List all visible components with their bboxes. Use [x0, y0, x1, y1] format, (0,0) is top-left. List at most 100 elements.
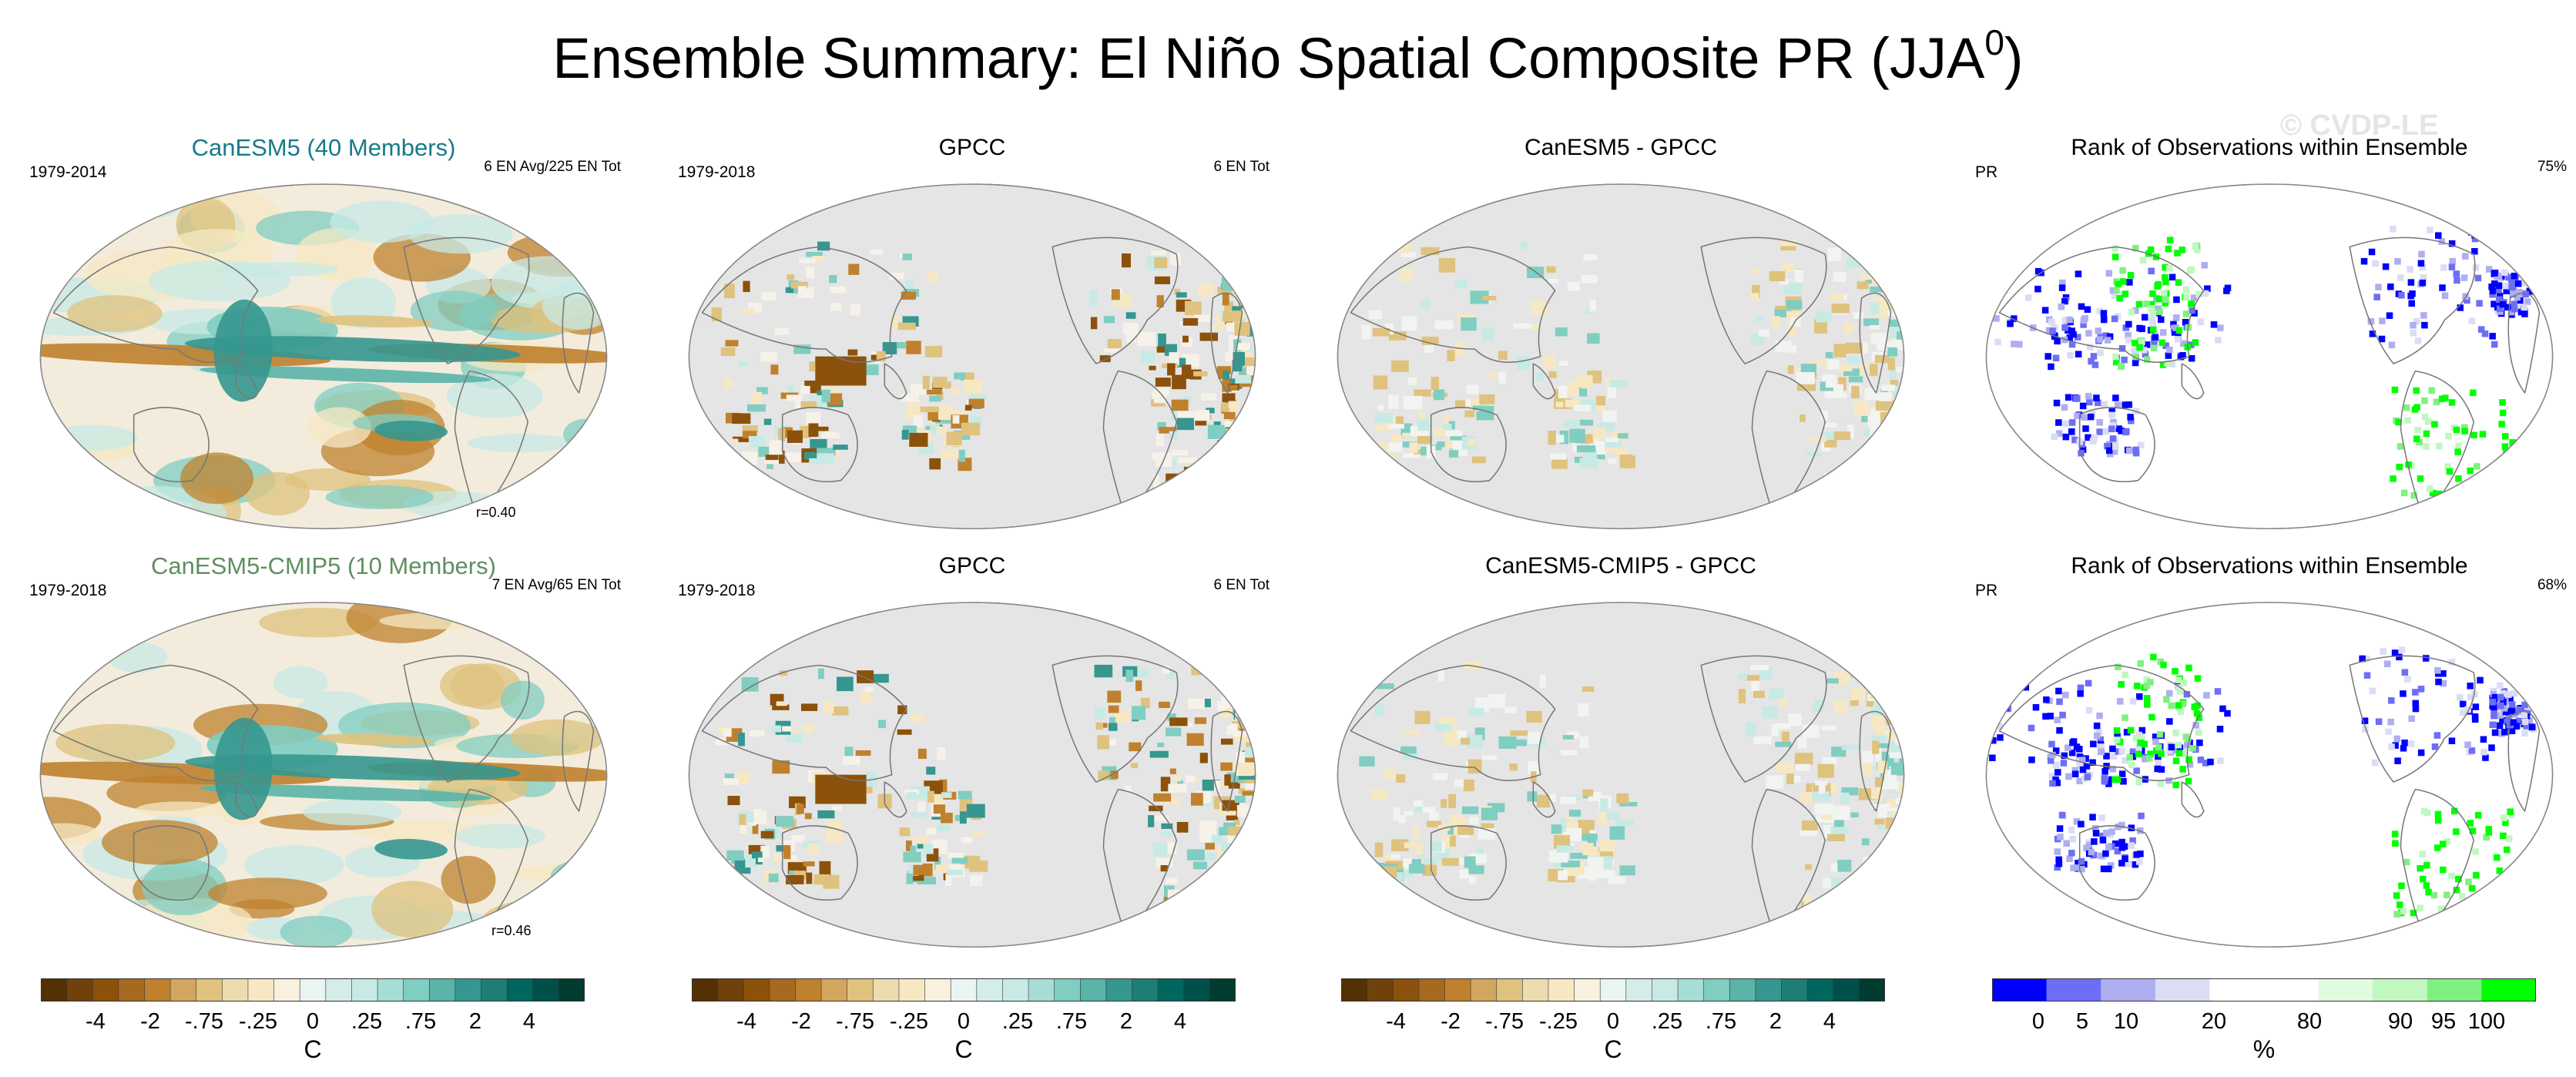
colorbar-swatches: [1992, 978, 2536, 1002]
field-cell: [1216, 366, 1232, 374]
rank-cell: [2182, 733, 2190, 740]
rank-cell: [2125, 337, 2132, 344]
field-cell: [1223, 310, 1242, 322]
colorbar-swatch: [325, 978, 353, 1002]
colorbar-tick-label: 80: [2296, 1009, 2323, 1034]
rank-cell: [2501, 705, 2508, 712]
field-cell: [1875, 400, 1894, 411]
rank-cell: [2002, 704, 2009, 711]
field-cell: [1877, 341, 1890, 351]
colorbar-unit: %: [2252, 1035, 2276, 1063]
field-cell: [1225, 879, 1235, 894]
field-cell: [1786, 300, 1803, 310]
rank-cell: [2011, 341, 2018, 347]
coastline-5: [1859, 710, 1892, 812]
rank-cell: [2162, 278, 2169, 286]
field-cell: [1560, 797, 1577, 804]
field-cell: [1572, 442, 1580, 452]
field-cell: [1442, 845, 1451, 858]
rank-cell: [2079, 446, 2087, 453]
field-cell: [1516, 356, 1531, 371]
rank-cell: [2158, 766, 2165, 773]
field-cell: [1857, 470, 1873, 480]
field-cell: [1776, 762, 1794, 773]
field-cell: [1514, 739, 1528, 747]
rank-cell: [2392, 742, 2399, 749]
field-cell: [1811, 907, 1829, 920]
field-cell: [941, 792, 952, 798]
rank-cell: [2062, 420, 2070, 428]
field-cell: [891, 315, 900, 330]
rank-cell: [2154, 765, 2161, 773]
rank-cell: [2484, 932, 2492, 939]
coastline-3: [403, 655, 530, 783]
field-cell: [1173, 480, 1189, 490]
panel-right-label: 68%: [2537, 577, 2567, 593]
field-cell: [1461, 737, 1471, 745]
field-blob: [162, 229, 274, 273]
field-cell: [1481, 807, 1498, 820]
rank-cell: [2470, 389, 2477, 397]
field-cell: [941, 812, 953, 824]
field-cell: [1567, 282, 1580, 291]
rank-cell: [2096, 428, 2103, 435]
field-cell: [917, 748, 927, 760]
field-cell: [1213, 658, 1224, 664]
field-cell: [1813, 319, 1828, 334]
field-blob: [408, 214, 513, 254]
coastline-3: [2349, 655, 2476, 783]
rank-cell: [2152, 733, 2159, 740]
rank-cell: [2011, 315, 2018, 322]
rank-cell: [2467, 467, 2474, 475]
rank-cell: [2042, 713, 2049, 720]
rank-cell: [2410, 492, 2417, 499]
rank-cell: [2073, 743, 2081, 750]
rank-cell: [2102, 332, 2109, 339]
rank-cell: [2125, 861, 2132, 867]
field-cell: [830, 286, 847, 294]
field-cell: [776, 845, 790, 852]
field-cell: [1132, 706, 1146, 720]
rank-cell: [2164, 360, 2171, 367]
rank-cell: [2176, 687, 2184, 695]
rank-cell: [2383, 660, 2391, 668]
colorbar-tick-label: .25: [351, 1009, 383, 1034]
colorbar-swatch: [1367, 978, 1394, 1002]
rank-cell: [2085, 706, 2093, 714]
field-cell: [743, 280, 750, 293]
field-cell: [779, 670, 788, 676]
field-cell: [1468, 875, 1477, 884]
field-cell: [1225, 475, 1234, 481]
map-field: [40, 186, 607, 529]
field-cell: [1831, 877, 1848, 888]
field-cell: [1111, 289, 1120, 300]
field-cell: [1830, 827, 1850, 834]
rank-cell: [2455, 875, 2462, 883]
rank-cell: [2495, 282, 2503, 289]
field-cell: [1461, 806, 1479, 814]
field-blob: [303, 799, 402, 826]
field-cell: [1414, 389, 1431, 397]
colorbar-swatch: [1157, 978, 1185, 1002]
field-cell: [1878, 665, 1886, 672]
rank-cell: [2489, 721, 2496, 729]
rank-cell: [2410, 330, 2417, 337]
rank-cell: [2172, 668, 2179, 675]
field-cell: [1861, 456, 1875, 467]
field-cell: [901, 430, 909, 440]
rank-cell: [2104, 442, 2111, 450]
rank-cell: [2497, 693, 2504, 701]
rank-cell: [2395, 418, 2402, 426]
rank-cell: [2144, 701, 2151, 708]
rank-cell: [2145, 755, 2153, 762]
field-cell: [1468, 865, 1484, 874]
field-cell: [1830, 487, 1838, 500]
field-cell: [1148, 815, 1155, 827]
field-cell: [929, 458, 941, 470]
rank-cell: [2185, 756, 2192, 763]
coastline-3: [1052, 237, 1179, 364]
field-blob: [136, 801, 226, 818]
rank-cell: [2112, 443, 2119, 450]
field-cell: [1528, 760, 1540, 774]
colorbar-swatch: [743, 978, 770, 1002]
